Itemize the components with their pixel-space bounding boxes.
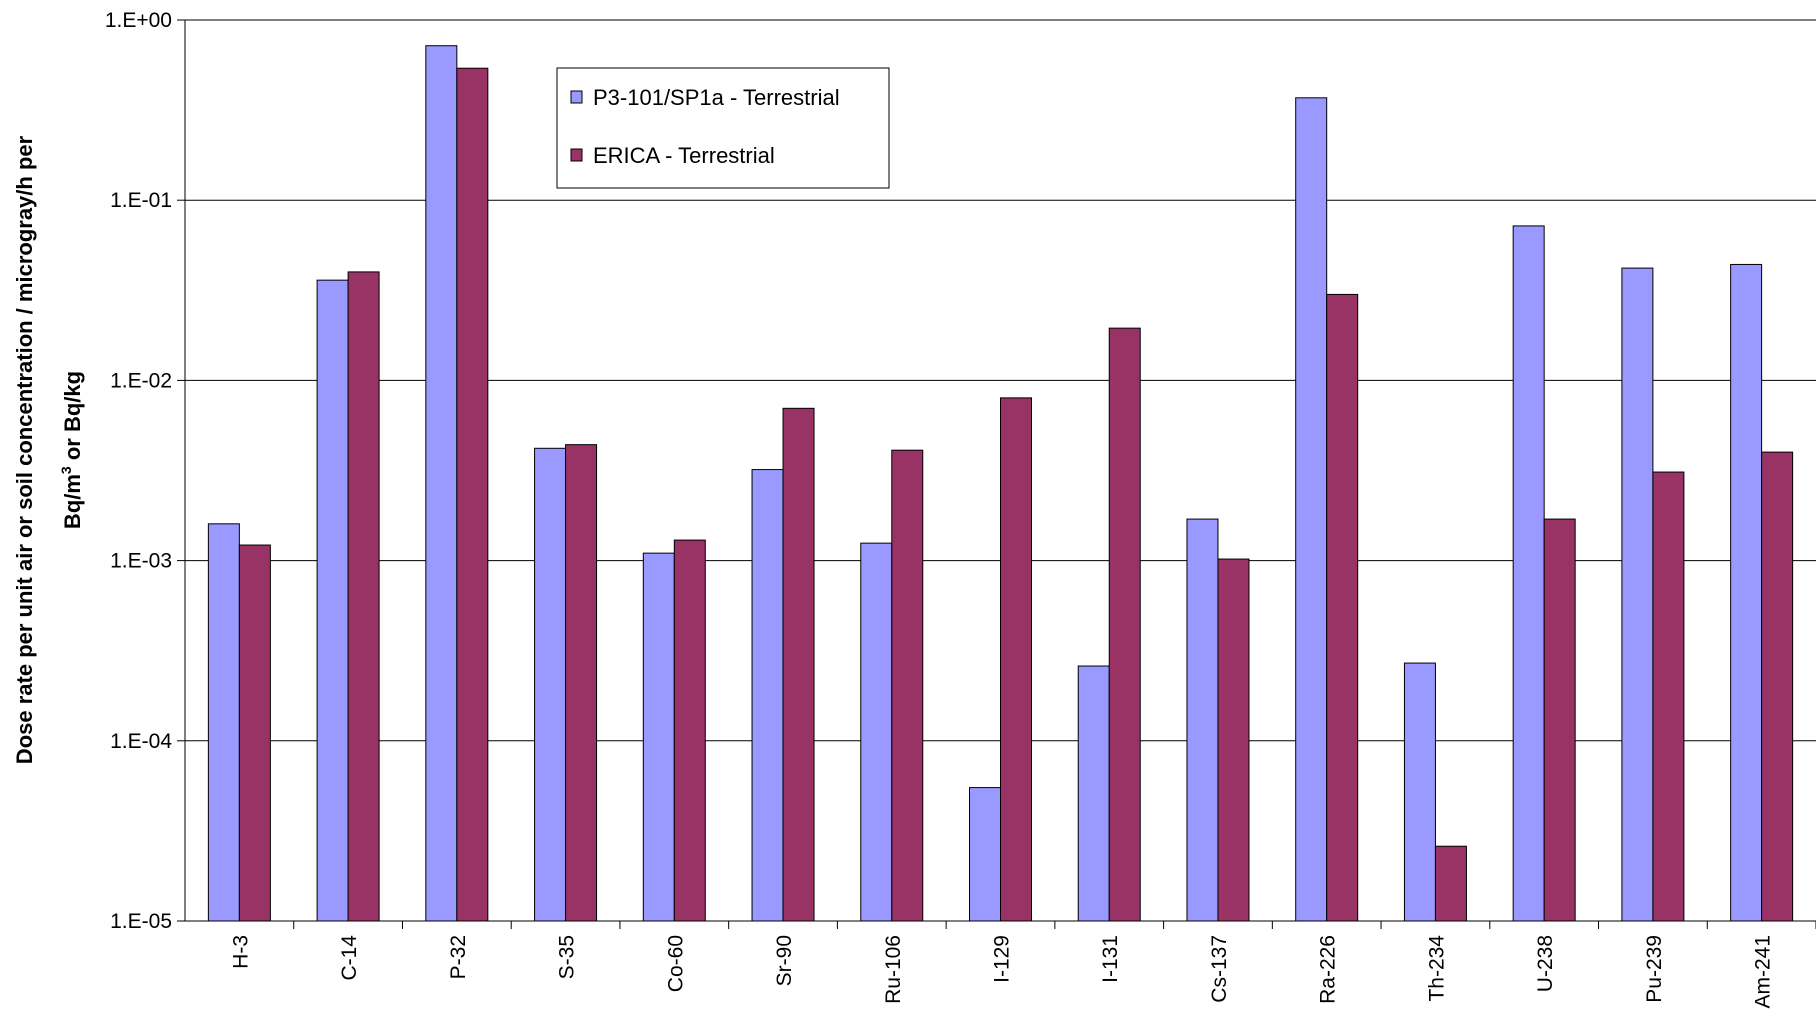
x-tick-label: Cs-137: [1208, 935, 1231, 1003]
x-tick-label: Am-241: [1752, 935, 1775, 1009]
x-tick-label: H-3: [229, 935, 252, 969]
y-tick-label: 1.E-02: [110, 369, 172, 392]
y-axis-label-line-2: Bq/m3 or Bq/kg: [58, 371, 85, 529]
bar-series-2-th-234: [1434, 845, 1467, 922]
bar-series-1-i-131: [1077, 665, 1110, 922]
bar-series-1-s-35: [534, 447, 567, 922]
bar-series-1-c-14: [316, 279, 349, 922]
axes: [177, 19, 1816, 929]
bar-series-1-ra-226: [1295, 97, 1328, 922]
x-tick-label: I-129: [991, 935, 1014, 983]
y-tick-label: 1.E-01: [110, 189, 172, 212]
bar-series-2-u-238: [1543, 518, 1576, 922]
legend-label-series-1: P3-101/SP1a - Terrestrial: [593, 85, 840, 110]
bar-series-1-th-234: [1403, 662, 1436, 922]
legend-swatch-series-1: [570, 90, 583, 104]
bar-series-1-pu-239: [1621, 267, 1654, 922]
bar-series-1-p-32: [425, 45, 458, 922]
x-tick-label: P-32: [447, 935, 470, 979]
legend-box: [556, 67, 890, 189]
bar-series-2-c-14: [347, 271, 380, 922]
bar-series-2-i-129: [1000, 397, 1032, 922]
legend: P3-101/SP1a - Terrestrial ERICA - Terres…: [556, 67, 890, 189]
legend-label-series-2: ERICA - Terrestrial: [593, 143, 775, 168]
bar-series-2-s-35: [565, 444, 598, 922]
y-axis-label: Dose rate per unit air or soil concentra…: [12, 135, 37, 764]
bar-series-2-am-241: [1761, 451, 1794, 922]
bar-series-1-sr-90: [751, 469, 784, 922]
y-tick-label: 1.E-05: [110, 910, 172, 933]
bar-series-2-sr-90: [782, 407, 815, 922]
bar-series-2-cs-137: [1217, 558, 1250, 922]
bar-series-2-ra-226: [1326, 293, 1359, 922]
bar-series-1-co-60: [642, 552, 675, 922]
x-tick-label: Pu-239: [1643, 935, 1666, 1003]
legend-swatch-series-2: [570, 148, 583, 162]
bar-series-1-cs-137: [1186, 518, 1219, 922]
bar-series-1-u-238: [1512, 225, 1545, 922]
bar-series-1-h-3: [207, 523, 240, 922]
x-tick-label: Co-60: [664, 935, 687, 992]
bar-series-1-am-241: [1730, 263, 1763, 922]
x-tick-label: C-14: [338, 935, 361, 981]
bar-series-1-i-129: [969, 787, 1001, 922]
bar-series-1-ru-106: [860, 542, 893, 922]
bar-series-2-pu-239: [1652, 471, 1685, 922]
x-tick-label: I-131: [1099, 935, 1122, 983]
x-tick-label: Ru-106: [882, 935, 905, 1004]
y-tick-labels: 1.E+00 1.E-01 1.E-02 1.E-03 1.E-04 1.E-05: [105, 9, 172, 933]
x-tick-label: Ra-226: [1317, 935, 1340, 1004]
x-tick-label: S-35: [556, 935, 579, 979]
bar-series-2-i-131: [1108, 327, 1141, 922]
y-tick-label: 1.E-03: [110, 550, 172, 573]
bar-series-2-h-3: [238, 544, 271, 922]
y-tick-label: 1.E+00: [105, 9, 172, 32]
bar-series-2-ru-106: [891, 449, 924, 922]
y-axis-label-line-1: Dose rate per unit air or soil concentra…: [12, 135, 37, 764]
x-tick-label: Sr-90: [773, 935, 796, 986]
x-tick-label: Th-234: [1425, 935, 1448, 1002]
x-tick-label: U-238: [1534, 935, 1557, 992]
bars: [207, 45, 1794, 922]
bar-series-2-co-60: [673, 539, 706, 922]
bar-series-2-p-32: [456, 67, 489, 922]
x-tick-labels: H-3 C-14 P-32 S-35 Co-60 Sr-90 Ru-106 I-129 I-13…: [229, 935, 1774, 1009]
y-tick-label: 1.E-04: [110, 730, 172, 753]
